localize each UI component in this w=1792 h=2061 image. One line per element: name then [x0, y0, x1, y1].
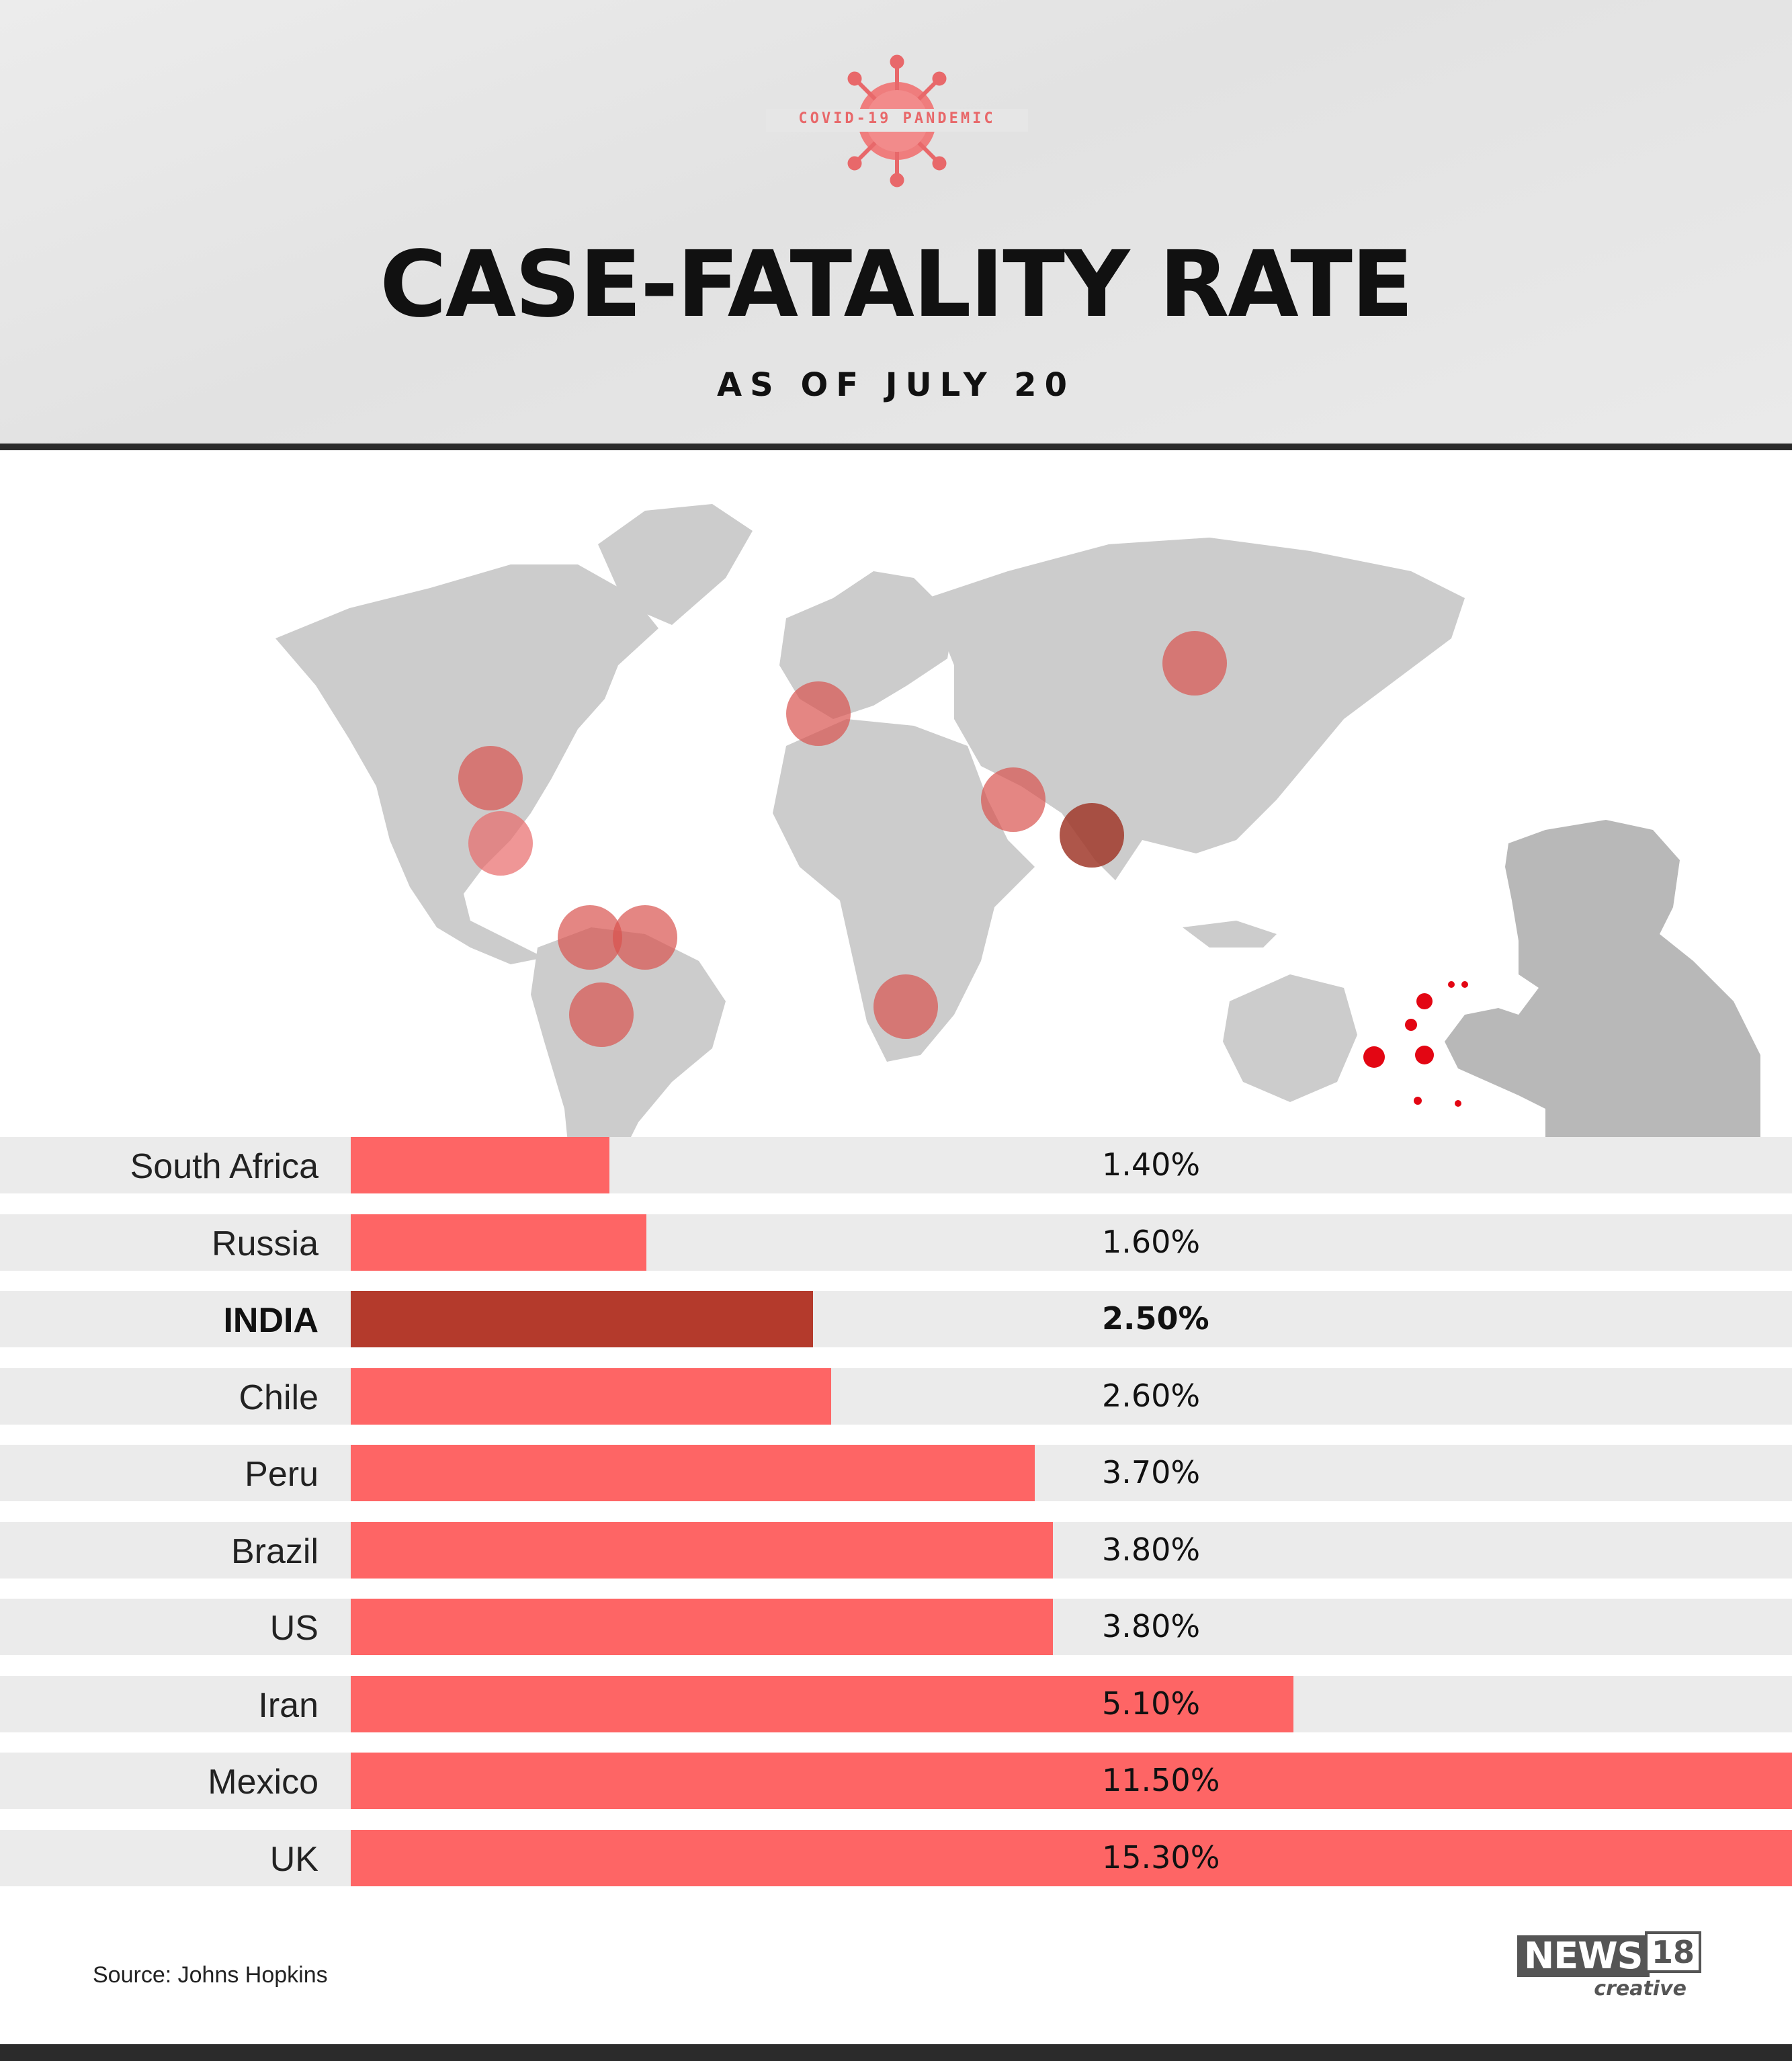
value-label: 2.50%: [1102, 1300, 1209, 1337]
category-label: Chile: [239, 1378, 319, 1417]
row-background: [0, 1137, 1792, 1193]
news18-logo: NEWS 18 creative: [1517, 1931, 1702, 2001]
world-map-illustration: [275, 504, 1760, 1243]
bar: [351, 1445, 1035, 1501]
row-background: [0, 1368, 1792, 1425]
marker-uk: [786, 681, 851, 746]
category-label: US: [269, 1609, 318, 1648]
row-background: [0, 1214, 1792, 1271]
indonesia-land: [1183, 921, 1277, 948]
bar: [351, 1675, 1293, 1732]
bar: [351, 1521, 1053, 1579]
header: COVID-19 PANDEMIC CASE-FATALITY RATE AS …: [0, 0, 1792, 450]
value-label: 15.30%: [1102, 1839, 1220, 1876]
chart-subtitle: AS OF JULY 20: [717, 366, 1075, 404]
coughing-person-silhouette: [1445, 820, 1760, 1142]
bar: [351, 1368, 831, 1425]
marker-russia: [1162, 631, 1227, 696]
value-label: 1.60%: [1102, 1223, 1201, 1260]
virus-icon: [766, 54, 1028, 187]
bar: [351, 1829, 1792, 1886]
continents: [275, 504, 1465, 1243]
row-background: [0, 1291, 1792, 1347]
bar: [351, 1214, 646, 1271]
category-label: South Africa: [130, 1147, 318, 1186]
virus-markers: [458, 631, 1227, 1047]
marker-south-africa: [873, 974, 938, 1039]
world-map: [0, 464, 1792, 1243]
chart-title: CASE-FATALITY RATE: [380, 232, 1414, 338]
category-label: Peru: [245, 1455, 318, 1494]
bar: [351, 1291, 813, 1347]
bar-chart: South Africa 1.40% Russia 1.60% INDIA 2.50% Ch…: [0, 1137, 1792, 1890]
category-label: Mexico: [208, 1763, 318, 1802]
logo-subtext: creative: [1594, 1977, 1687, 2001]
virus-badge: COVID-19 PANDEMIC: [759, 54, 1035, 188]
badge-label: COVID-19 PANDEMIC: [798, 110, 996, 127]
africa-land: [773, 719, 1035, 1062]
value-label: 3.80%: [1102, 1608, 1201, 1644]
category-label: Russia: [212, 1224, 318, 1263]
greenland-land: [598, 504, 753, 625]
marker-chile: [569, 982, 634, 1047]
bar: [351, 1599, 1053, 1655]
marker-us: [458, 746, 523, 810]
category-label: Iran: [258, 1685, 318, 1725]
value-label: 1.40%: [1102, 1146, 1201, 1183]
logo-main-text: NEWS: [1517, 1935, 1650, 1977]
source-note: Source: Johns Hopkins: [93, 1962, 328, 1988]
asia-land: [927, 538, 1465, 880]
value-label: 5.10%: [1102, 1685, 1201, 1722]
category-label: INDIA: [223, 1301, 318, 1340]
category-label: UK: [269, 1839, 318, 1879]
bar: [351, 1753, 1792, 1809]
category-label: Brazil: [230, 1531, 318, 1571]
marker-mexico: [468, 811, 533, 876]
value-label: 3.80%: [1102, 1531, 1201, 1568]
cough-droplets: [1363, 981, 1468, 1107]
marker-iran: [981, 767, 1046, 832]
logo-number: 18: [1645, 1931, 1702, 1973]
marker-peru: [558, 905, 622, 970]
value-label: 2.60%: [1102, 1377, 1201, 1414]
bottom-strip: [0, 2044, 1792, 2061]
marker-india: [1060, 803, 1124, 868]
marker-brazil: [613, 905, 677, 970]
australia-land: [1223, 974, 1357, 1102]
value-label: 11.50%: [1102, 1762, 1220, 1798]
value-label: 3.70%: [1102, 1454, 1201, 1490]
bar: [351, 1137, 609, 1193]
